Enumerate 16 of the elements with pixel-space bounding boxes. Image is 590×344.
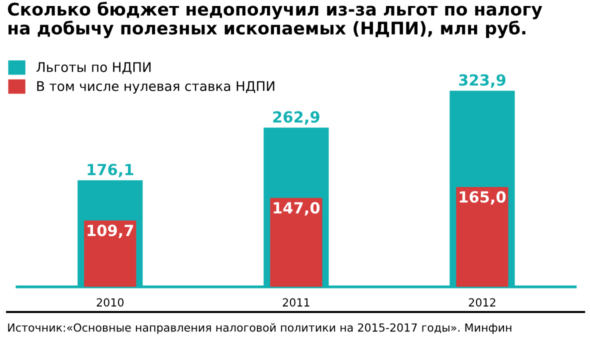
x-tick-label: 2010 (96, 298, 124, 307)
bar (84, 220, 136, 287)
x-tick-label: 2012 (468, 298, 496, 307)
chart-title: Сколько бюджет недополучил из-за льгот по налогу на добычу полезных ископаемых (НДПИ), млн руб. (8, 2, 542, 38)
legend-label: Льготы по НДПИ (36, 62, 151, 74)
data-label: 176,1 (88, 164, 134, 178)
data-label: 323,9 (459, 74, 506, 88)
data-label: 147,0 (274, 202, 320, 216)
data-label: 109,7 (88, 224, 134, 238)
bar (456, 186, 508, 287)
legend-label: В том числе нулевая ставка НДПИ (37, 81, 274, 94)
bar (270, 198, 322, 287)
text: Источник:«Основные направления налоговой политики на 2015-2017 годы». Минфин (8, 323, 512, 334)
x-tick-label: 2011 (282, 298, 310, 307)
data-label: 165,0 (460, 191, 506, 205)
data-label: 262,9 (273, 111, 320, 125)
